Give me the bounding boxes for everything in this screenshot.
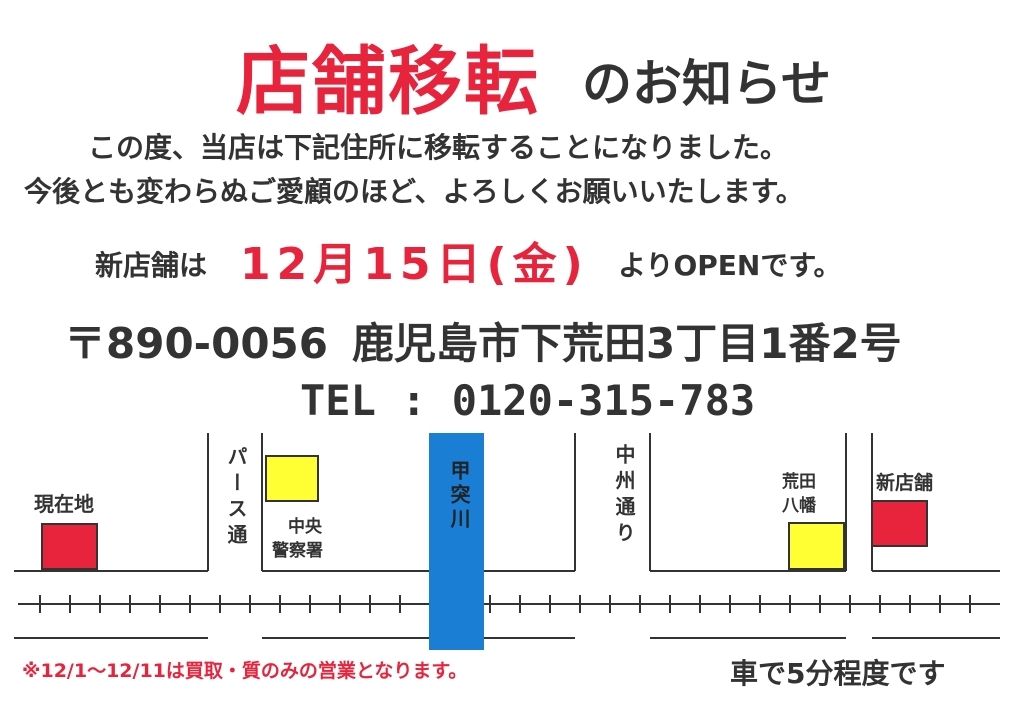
open-suffix: よりOPENです。 bbox=[618, 249, 842, 282]
page-title: 店舗移転 bbox=[236, 39, 540, 125]
police-label-line2: 警察署 bbox=[272, 541, 323, 561]
current-location-marker bbox=[41, 523, 98, 570]
message-line-1: この度、当店は下記住所に移転することになりました。 bbox=[88, 131, 789, 164]
open-date: 12月15日(金) bbox=[240, 239, 589, 290]
road-lines bbox=[14, 433, 1000, 639]
police-label-line1: 中央 bbox=[288, 517, 322, 537]
shrine-label-line1: 荒田 bbox=[782, 472, 816, 492]
street-address: 鹿児島市下荒田3丁目1番2号 bbox=[352, 319, 902, 368]
police-station-marker bbox=[265, 455, 319, 502]
temporary-notice: ※12/1〜12/11は買取・質のみの営業となります。 bbox=[22, 660, 468, 682]
current-location-label: 現在地 bbox=[34, 492, 94, 516]
river-label: 甲突川 bbox=[447, 460, 471, 532]
chushu-street-label: 中州通り bbox=[612, 444, 636, 548]
shrine-label-line2: 八幡 bbox=[782, 496, 816, 516]
phone-number: TEL : 0120-315-783 bbox=[300, 376, 756, 425]
page-title-suffix: のお知らせ bbox=[582, 55, 831, 113]
postal-code: 〒890-0056 bbox=[64, 319, 328, 368]
new-store-label: 新店舗 bbox=[876, 472, 934, 494]
tram-track-ties bbox=[39, 595, 971, 613]
river bbox=[429, 433, 484, 650]
message-line-2: 今後とも変わらぬご愛顧のほど、よろしくお願いいたします。 bbox=[24, 175, 804, 208]
shrine-marker bbox=[788, 522, 845, 570]
new-store-marker bbox=[871, 500, 928, 547]
drive-time: 車で5分程度です bbox=[730, 657, 946, 690]
pars-street-label: パース通 bbox=[224, 446, 248, 550]
open-prefix: 新店舗は bbox=[95, 249, 208, 282]
